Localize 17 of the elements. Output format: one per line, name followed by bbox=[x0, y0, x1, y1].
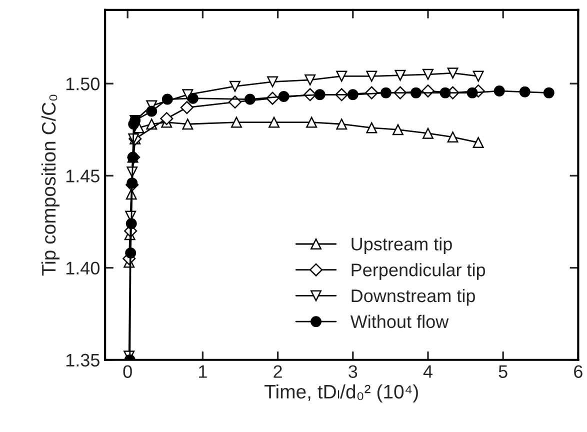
legend-label: Downstream tip bbox=[352, 288, 475, 306]
legend-label: Without flow bbox=[350, 314, 449, 328]
y-tick-label: 1.45 bbox=[66, 170, 100, 182]
legend-label: Upstream tip bbox=[352, 237, 452, 254]
y-tick-label: 1.50 bbox=[66, 78, 100, 90]
y-tick-label: 1.40 bbox=[66, 262, 100, 274]
x-tick-label: 3 bbox=[348, 365, 358, 378]
y-axis-title: Tip composition C/C₀ bbox=[41, 94, 60, 276]
x-tick-label: 0 bbox=[123, 365, 132, 378]
x-tick-label: 4 bbox=[423, 365, 432, 378]
x-axis-title: Time, tDₗ/d₀² (10⁴) bbox=[264, 384, 418, 402]
x-tick-label: 5 bbox=[498, 365, 508, 378]
legend-label: Perpendicular tip bbox=[352, 263, 486, 280]
x-tick-label: 1 bbox=[199, 365, 207, 378]
x-tick-label: 6 bbox=[574, 365, 582, 378]
x-tick-label: 2 bbox=[274, 365, 282, 378]
y-tick-label: 1.35 bbox=[66, 354, 100, 367]
